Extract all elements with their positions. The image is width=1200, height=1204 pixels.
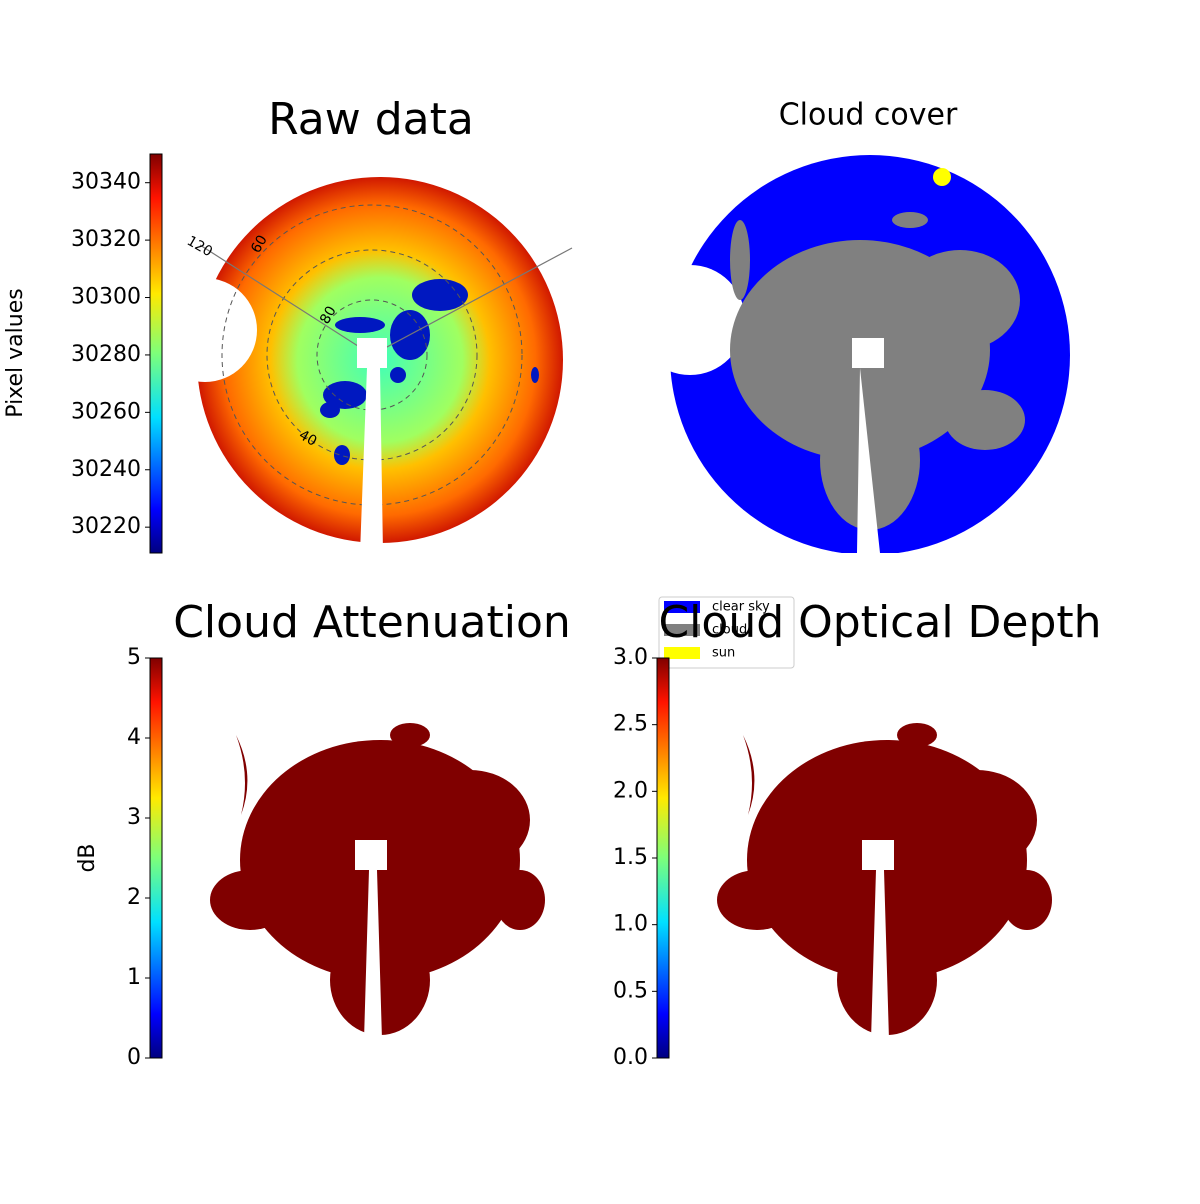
colorbar-tick-label: 30280: [71, 342, 141, 367]
legend-swatch: [664, 647, 700, 659]
legend-label: sun: [712, 646, 735, 661]
panel-title: Cloud Attenuation: [173, 597, 571, 648]
raw-image: [153, 177, 573, 553]
colorbar: [149, 153, 163, 554]
colorbar-tick-label: 30240: [71, 457, 141, 482]
panel-title: Raw data: [268, 94, 474, 145]
legend-swatch: [664, 601, 700, 613]
legend-label: clear sky: [712, 600, 770, 615]
colorbar-tick-label: 1: [127, 965, 141, 990]
colorbar-tick-label: 4: [127, 725, 141, 750]
polar-label: 120: [184, 233, 215, 260]
colorbar-tick-label: 5: [127, 645, 141, 670]
colorbar-tick-label: 3: [127, 805, 141, 830]
colorbar-label: dB: [75, 843, 100, 872]
legend-swatch: [664, 624, 700, 636]
colorbar-tick-label: 1.5: [613, 845, 648, 870]
optical-depth-image: [717, 723, 1052, 1040]
colorbar-tick-label: 30320: [71, 227, 141, 252]
polar-label: 40: [296, 427, 319, 450]
colorbar-tick-label: 30220: [71, 514, 141, 539]
colorbar-tick-label: 2.5: [613, 712, 648, 737]
colorbar-tick-label: 30260: [71, 399, 141, 424]
colorbar-label: Pixel values: [3, 288, 28, 417]
colorbar-tick-label: 0.5: [613, 978, 648, 1003]
panel-title: Cloud cover: [779, 98, 958, 133]
colorbar-tick-label: 1.0: [613, 912, 648, 937]
colorbar-tick-label: 30300: [71, 285, 141, 310]
colorbar-tick-label: 3.0: [613, 645, 648, 670]
attenuation-image: [210, 723, 545, 1040]
polar-label: 60: [248, 233, 271, 256]
colorbar-tick-label: 0: [127, 1045, 141, 1070]
colorbar-tick-label: 2: [127, 885, 141, 910]
colorbar: [149, 657, 163, 1059]
colorbar-tick-label: 30340: [71, 170, 141, 195]
colorbar-tick-label: 2.0: [613, 778, 648, 803]
polar-label: 80: [317, 304, 340, 327]
cloud-cover-image: [635, 155, 1070, 553]
legend-label: cloud: [712, 623, 747, 638]
panel-title: Cloud Optical Depth: [658, 597, 1101, 648]
colorbar-tick-label: 0.0: [613, 1045, 648, 1070]
colorbar: [656, 657, 670, 1059]
